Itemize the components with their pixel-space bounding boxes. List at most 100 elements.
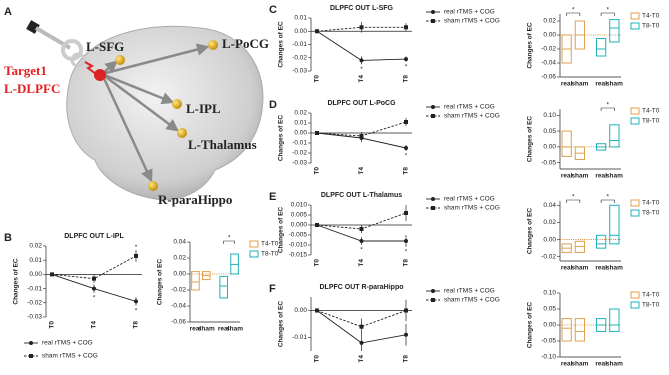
legend-marker xyxy=(431,298,435,302)
y-tick-label: 0.00 xyxy=(543,32,556,39)
significance: * xyxy=(606,102,609,109)
y-tick-label: 0.02 xyxy=(29,243,42,250)
x-tick-label: T4 xyxy=(358,167,365,175)
marker xyxy=(315,223,319,227)
y-tick-label: 0.00 xyxy=(29,271,42,278)
x-tick-label: sham xyxy=(606,265,623,272)
y-tick-label: -0.005 xyxy=(289,232,308,239)
legend-label: T4-T0 xyxy=(642,108,660,115)
legend-label: T8-T0 xyxy=(261,251,279,258)
significance: * xyxy=(606,7,609,14)
box xyxy=(191,271,200,291)
y-tick-label: 0.02 xyxy=(543,18,556,25)
target-label: Target1 xyxy=(4,63,47,78)
significance: * xyxy=(606,194,609,201)
y-tick-label: 0.00 xyxy=(543,322,556,329)
node xyxy=(177,128,187,138)
y-axis-label: Changes of EC xyxy=(278,301,285,348)
x-tick-label: T8 xyxy=(403,75,410,83)
target-node xyxy=(94,69,106,81)
box xyxy=(595,38,607,57)
y-tick-label: 0.04 xyxy=(543,202,556,209)
y-tick-label: -0.01 xyxy=(292,140,307,147)
panel-label: E xyxy=(269,191,276,203)
legend-label: T8-T0 xyxy=(642,210,660,217)
significance: * xyxy=(405,153,408,160)
legend-swatch xyxy=(630,22,640,30)
x-tick-label: real xyxy=(595,173,607,180)
x-tick-label: T0 xyxy=(314,259,321,267)
x-tick-label: sham xyxy=(571,361,588,368)
box xyxy=(574,318,586,342)
y-tick-label: 0.02 xyxy=(173,255,186,262)
y-tick-label: -0.02 xyxy=(292,54,307,61)
y-tick-label: -0.04 xyxy=(171,303,186,310)
y-tick-label: 0.04 xyxy=(173,239,186,246)
box xyxy=(561,318,572,342)
legend-label: T8-T0 xyxy=(642,23,660,30)
y-tick-label: -0.02 xyxy=(171,287,186,294)
node-label: L-PoCG xyxy=(222,36,269,51)
marker xyxy=(404,25,408,30)
x-tick-label: real xyxy=(561,173,573,180)
y-tick-label: 0.010 xyxy=(291,202,308,209)
marker xyxy=(359,340,364,345)
legend-swatch xyxy=(630,301,640,309)
y-tick-label: -0.01 xyxy=(292,41,307,48)
x-tick-label: real xyxy=(561,361,573,368)
chart-title: DLPFC OUT R-paraHippo xyxy=(320,284,404,291)
x-tick-label: real xyxy=(190,326,202,333)
chart-title: DLPFC OUT L-SFG xyxy=(330,5,394,12)
y-tick-label: -0.03 xyxy=(27,314,42,321)
significance: * xyxy=(360,247,363,254)
marker xyxy=(404,120,408,124)
legend-marker xyxy=(29,354,33,358)
legend-marker xyxy=(431,19,435,23)
y-tick-label: 0.01 xyxy=(294,120,307,127)
significance: * xyxy=(405,63,408,70)
bracket xyxy=(566,12,581,16)
marker xyxy=(359,239,364,243)
significance: * xyxy=(405,249,408,256)
x-tick-label: sham xyxy=(571,265,588,272)
legend-swatch xyxy=(630,12,640,20)
legend-marker xyxy=(431,114,435,118)
y-tick-label: 0.01 xyxy=(29,257,42,264)
legend-swatch xyxy=(630,199,640,207)
panel-label: D xyxy=(269,99,277,111)
marker xyxy=(404,57,408,62)
node xyxy=(115,55,125,65)
significance: * xyxy=(572,7,575,14)
significance: * xyxy=(135,307,138,314)
marker xyxy=(315,29,319,34)
legend-swatch xyxy=(630,107,640,115)
x-tick-label: sham xyxy=(606,361,623,368)
x-tick-label: sham xyxy=(226,326,243,333)
y-tick-label: 0.005 xyxy=(291,212,308,219)
panel-label: F xyxy=(269,283,276,295)
x-tick-label: real xyxy=(561,265,573,272)
legend-marker xyxy=(29,341,33,345)
target-label: L-DLPFC xyxy=(4,81,60,96)
legend-label: real rTMS + COG xyxy=(42,340,93,347)
bracket xyxy=(566,199,581,203)
significance: * xyxy=(93,295,96,302)
legend-swatch xyxy=(630,291,640,299)
x-tick-label: T0 xyxy=(314,167,321,175)
legend-marker xyxy=(431,197,435,201)
legend-label: T8-T0 xyxy=(642,302,660,309)
x-tick-label: sham xyxy=(606,81,623,88)
x-tick-label: T4 xyxy=(358,259,365,267)
legend-label: sham rTMS + COG xyxy=(42,353,98,360)
marker xyxy=(134,253,138,258)
node xyxy=(208,40,218,50)
marker xyxy=(92,286,96,291)
y-tick-label: -0.02 xyxy=(292,150,307,157)
significance: * xyxy=(135,244,138,251)
legend-label: sham rTMS + COG xyxy=(444,297,500,304)
x-tick-label: real xyxy=(595,265,607,272)
y-tick-label: -0.03 xyxy=(292,160,307,167)
y-tick-label: -0.02 xyxy=(541,46,556,53)
marker xyxy=(404,211,408,215)
